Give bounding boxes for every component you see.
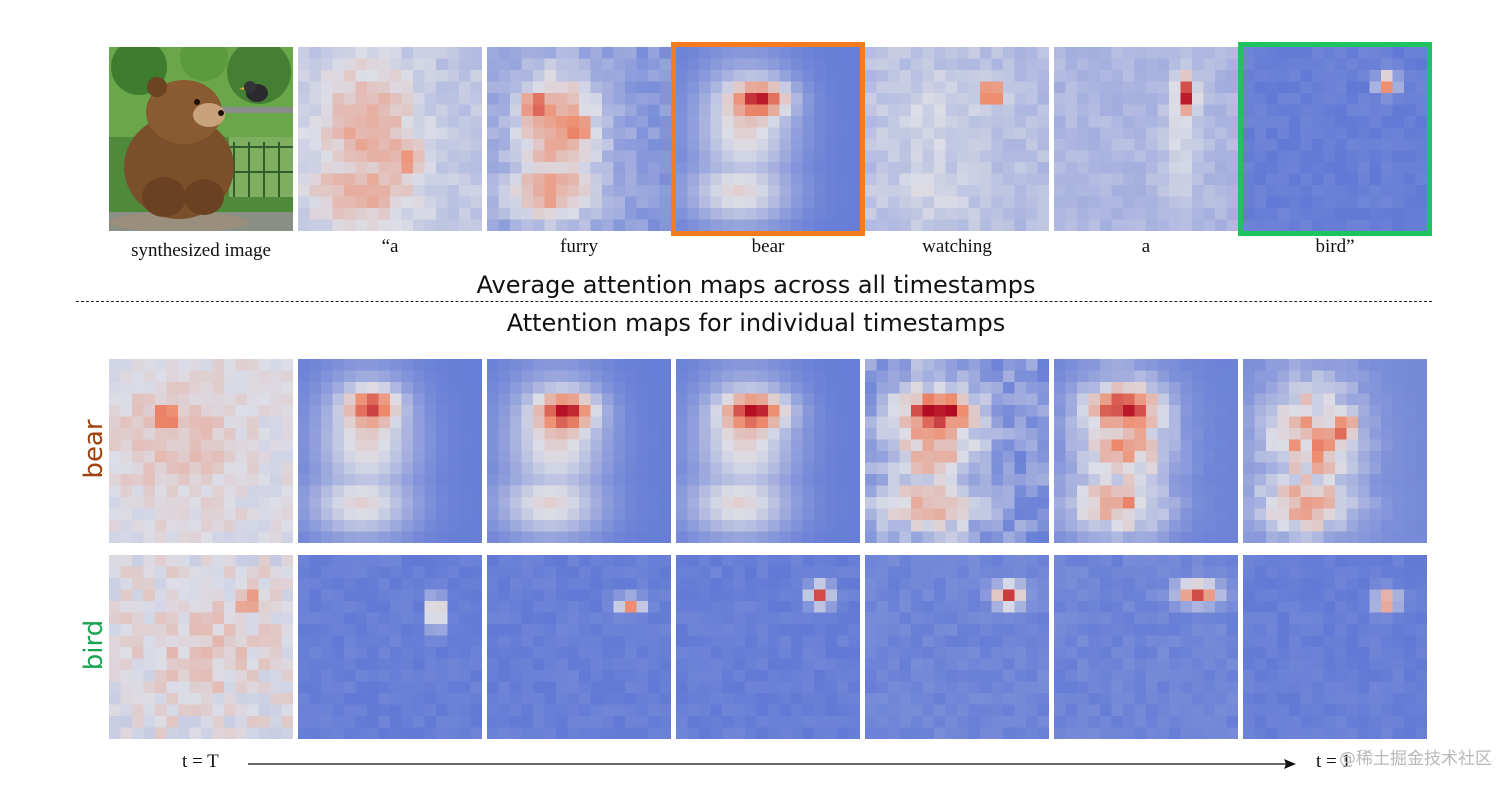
bear-map-step-5: [865, 359, 1049, 543]
heatmap-grid: [1243, 359, 1427, 543]
heatmap-grid: [298, 359, 482, 543]
timeline-end-label: t = 1: [1316, 751, 1351, 772]
heatmap-grid: [676, 555, 860, 739]
bear-map-step-7: [1243, 359, 1427, 543]
heading-individual-maps: Attention maps for individual timestamps: [506, 309, 1006, 337]
timeline-start-label: t = T: [182, 751, 219, 772]
caption-token-watching: watching: [922, 236, 992, 257]
caption-synthesized-image: synthesized image: [131, 240, 271, 261]
avg-map-token-bear: [676, 47, 860, 231]
caption-token-bird: bird”: [1315, 236, 1355, 257]
caption-token-bear: bear: [751, 236, 785, 257]
heatmap-grid: [298, 47, 482, 231]
avg-map-token-furry: [487, 47, 671, 231]
heatmap-grid: [487, 47, 671, 231]
bear-map-step-4: [676, 359, 860, 543]
heatmap-grid: [865, 359, 1049, 543]
caption-token-a: a: [1141, 236, 1151, 257]
bird-map-step-3: [487, 555, 671, 739]
avg-map-token-bird: [1243, 47, 1427, 231]
timeline-arrow: [248, 759, 1296, 769]
bear-map-step-6: [1054, 359, 1238, 543]
bear-bird-illustration: [109, 47, 293, 231]
heatmap-grid: [109, 359, 293, 543]
heatmap-grid: [676, 359, 860, 543]
bird-map-step-2: [298, 555, 482, 739]
bird-map-step-1: [109, 555, 293, 739]
avg-map-token-a-open: [298, 47, 482, 231]
synthesized-image: [109, 47, 293, 231]
bear-map-step-1: [109, 359, 293, 543]
bird-map-step-6: [1054, 555, 1238, 739]
section-divider: [76, 301, 1432, 302]
heatmap-grid: [487, 359, 671, 543]
heatmap-grid: [1054, 359, 1238, 543]
bear-map-step-3: [487, 359, 671, 543]
avg-map-token-watching: [865, 47, 1049, 231]
bear-map-step-2: [298, 359, 482, 543]
heatmap-grid: [865, 555, 1049, 739]
heatmap-grid: [1054, 555, 1238, 739]
heatmap-grid: [1054, 47, 1238, 231]
avg-map-token-a: [1054, 47, 1238, 231]
row-label-bird: bird: [79, 619, 109, 671]
heatmap-grid: [1243, 555, 1427, 739]
heatmap-grid: [298, 555, 482, 739]
heatmap-grid: [109, 555, 293, 739]
bird-map-step-7: [1243, 555, 1427, 739]
row-label-bear: bear: [79, 419, 109, 479]
heatmap-grid: [487, 555, 671, 739]
caption-token-a-open: “a: [381, 236, 399, 257]
heatmap-grid: [865, 47, 1049, 231]
watermark: @稀土掘金技术社区: [1339, 749, 1492, 769]
heatmap-grid: [1243, 47, 1427, 231]
heatmap-grid: [676, 47, 860, 231]
bird-map-step-5: [865, 555, 1049, 739]
heading-average-maps: Average attention maps across all timest…: [476, 271, 1036, 299]
caption-token-furry: furry: [560, 236, 598, 257]
bird-map-step-4: [676, 555, 860, 739]
